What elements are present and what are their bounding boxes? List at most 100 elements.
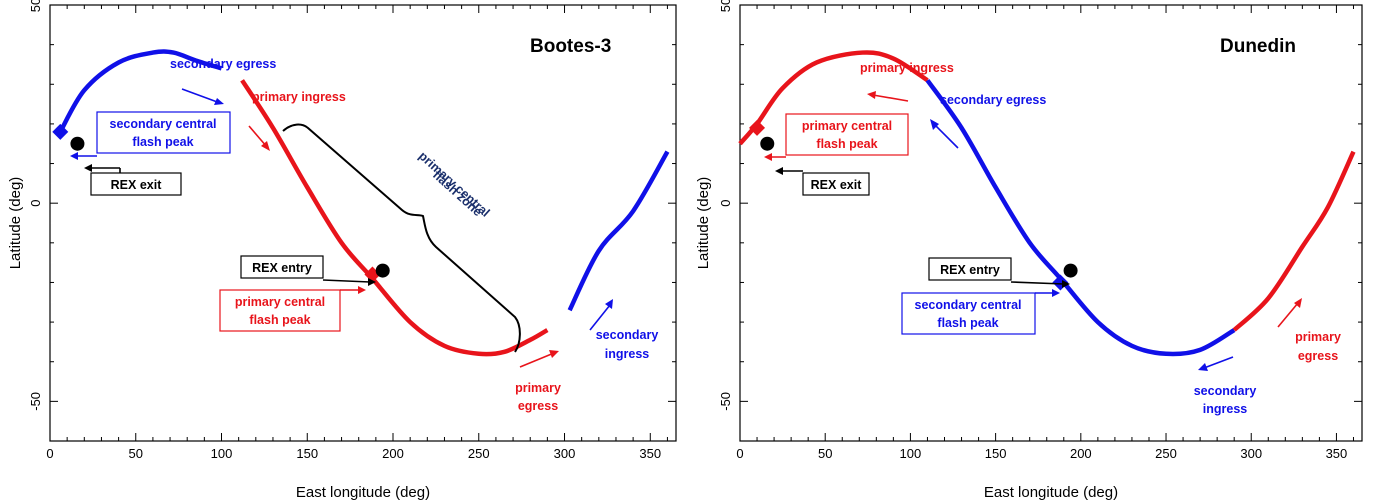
x-tick-label: 350	[639, 446, 661, 461]
x-tick-label: 250	[468, 446, 490, 461]
rex-exit-box	[802, 172, 870, 196]
x-tick-label: 100	[211, 446, 233, 461]
primary-central-flash-peak-label-1: primary central	[802, 119, 892, 133]
secondary-egress-arrow	[181, 88, 221, 104]
secondary-central-flash-peak-box	[901, 292, 1036, 335]
arrowhead	[605, 299, 613, 309]
y-tick-label: 50	[718, 0, 733, 12]
x-tick-label: 150	[985, 446, 1007, 461]
secondary-ingress-arrow	[1203, 356, 1234, 369]
rex-exit-marker	[760, 136, 775, 151]
arrowhead	[261, 141, 270, 151]
primary-egress-label-1: primary	[1295, 330, 1341, 344]
primary-egress-arrow	[519, 352, 555, 368]
primary-egress-label-2: egress	[1298, 349, 1338, 363]
secondary-central-flash-peak-marker	[52, 123, 69, 140]
secondary-central-flash-peak-box	[96, 111, 231, 154]
arrowhead	[549, 350, 559, 358]
x-tick-label: 200	[1070, 446, 1092, 461]
arrowhead	[358, 286, 366, 294]
primary-egress-label-2: egress	[518, 399, 558, 413]
primary-central-flash-peak-box	[219, 289, 341, 332]
secondary-ingress-label-1: secondary	[596, 328, 659, 342]
series-group	[52, 49, 670, 357]
x-tick-label: 50	[129, 446, 143, 461]
rex-exit-marker	[70, 136, 85, 151]
flash-zone-bracket	[282, 123, 521, 353]
arrowhead	[775, 167, 783, 175]
rex-entry-arrow	[1010, 281, 1065, 285]
arrowhead	[930, 119, 939, 130]
x-axis-label: East longitude (deg)	[984, 484, 1118, 501]
x-tick-label: 50	[818, 446, 832, 461]
plot-frame	[49, 4, 677, 442]
primary-egress-label-1: primary	[515, 381, 561, 395]
y-tick-label: 50	[28, 0, 43, 12]
primary-egress-arrow	[1277, 302, 1299, 328]
rex-entry-box	[928, 257, 1012, 281]
x-tick-label: 100	[900, 446, 922, 461]
arrowhead	[368, 278, 376, 286]
primary-ingress-label: primary ingress	[252, 90, 346, 104]
arrowhead	[764, 153, 772, 161]
arrowhead	[214, 98, 224, 105]
arrowhead	[70, 152, 78, 160]
arrowhead	[1198, 363, 1208, 371]
chart-title: Bootes-3	[530, 36, 611, 57]
x-tick-label: 250	[1155, 446, 1177, 461]
secondary-central-flash-peak-label-2: flash peak	[937, 316, 998, 330]
rex-exit-label: REX exit	[811, 178, 863, 192]
x-tick-label: 200	[382, 446, 404, 461]
rex-exit-label: REX exit	[111, 178, 163, 192]
primary-central-flash-peak-marker	[749, 119, 766, 136]
secondary-track-line	[58, 49, 223, 133]
x-tick-label: 300	[1240, 446, 1262, 461]
x-tick-label: 150	[296, 446, 318, 461]
plot-frame	[739, 4, 1363, 442]
x-tick-label: 0	[46, 446, 53, 461]
y-tick-label: -50	[718, 392, 733, 411]
y-tick-label: 0	[718, 200, 733, 207]
y-axis-label: Latitude (deg)	[695, 177, 712, 270]
rex-entry-arrow	[322, 279, 371, 283]
primary-track-line	[1232, 150, 1356, 332]
series-group	[738, 50, 1356, 357]
secondary-track-line	[567, 150, 670, 312]
secondary-egress-label: secondary egress	[940, 93, 1046, 107]
rex-entry-marker	[375, 263, 390, 278]
x-tick-label: 350	[1326, 446, 1348, 461]
y-axis-label: Latitude (deg)	[7, 177, 24, 270]
x-tick-label: 0	[736, 446, 743, 461]
secondary-central-flash-peak-label-2: flash peak	[132, 135, 193, 149]
secondary-egress-arrow	[933, 123, 959, 149]
secondary-ingress-label-2: ingress	[1203, 402, 1248, 416]
primary-track-line	[240, 79, 549, 357]
secondary-ingress-label-1: secondary	[1194, 384, 1257, 398]
arrowhead	[1052, 289, 1060, 297]
x-axis-label: East longitude (deg)	[296, 484, 430, 501]
arrowhead	[84, 164, 92, 172]
arrowhead	[1294, 298, 1302, 308]
tick-group: 0 50 100 150 200 250 300 350 -50 0 50	[28, 0, 676, 461]
primary-central-flash-peak-box	[785, 113, 909, 156]
primary-central-flash-peak-label-2: flash peak	[249, 313, 310, 327]
secondary-track-line	[925, 78, 1236, 357]
secondary-egress-label: secondary egress	[170, 57, 276, 71]
chart-title: Dunedin	[1220, 36, 1296, 57]
secondary-central-flash-peak-label-1: secondary central	[915, 298, 1022, 312]
rex-entry-label: REX entry	[940, 263, 1000, 277]
bootes-panel: 0 50 100 150 200 250 300 350 -50 0 50 Bootes-3 Eas…	[7, 0, 677, 501]
arrowhead	[867, 91, 876, 99]
secondary-central-flash-peak-label-1: secondary central	[110, 117, 217, 131]
secondary-ingress-arrow	[589, 304, 611, 331]
y-tick-label: 0	[28, 200, 43, 207]
primary-ingress-arrow	[872, 94, 909, 102]
primary-central-flash-peak-label-1: primary central	[235, 295, 325, 309]
flash-zone-label-2: flash zone	[430, 168, 485, 219]
tick-group: 0 50 100 150 200 250 300 350 -50 0 50	[718, 0, 1362, 461]
rex-entry-marker	[1063, 263, 1078, 278]
rex-entry-label: REX entry	[252, 261, 312, 275]
y-tick-label: -50	[28, 392, 43, 411]
arrowhead	[1062, 280, 1070, 288]
